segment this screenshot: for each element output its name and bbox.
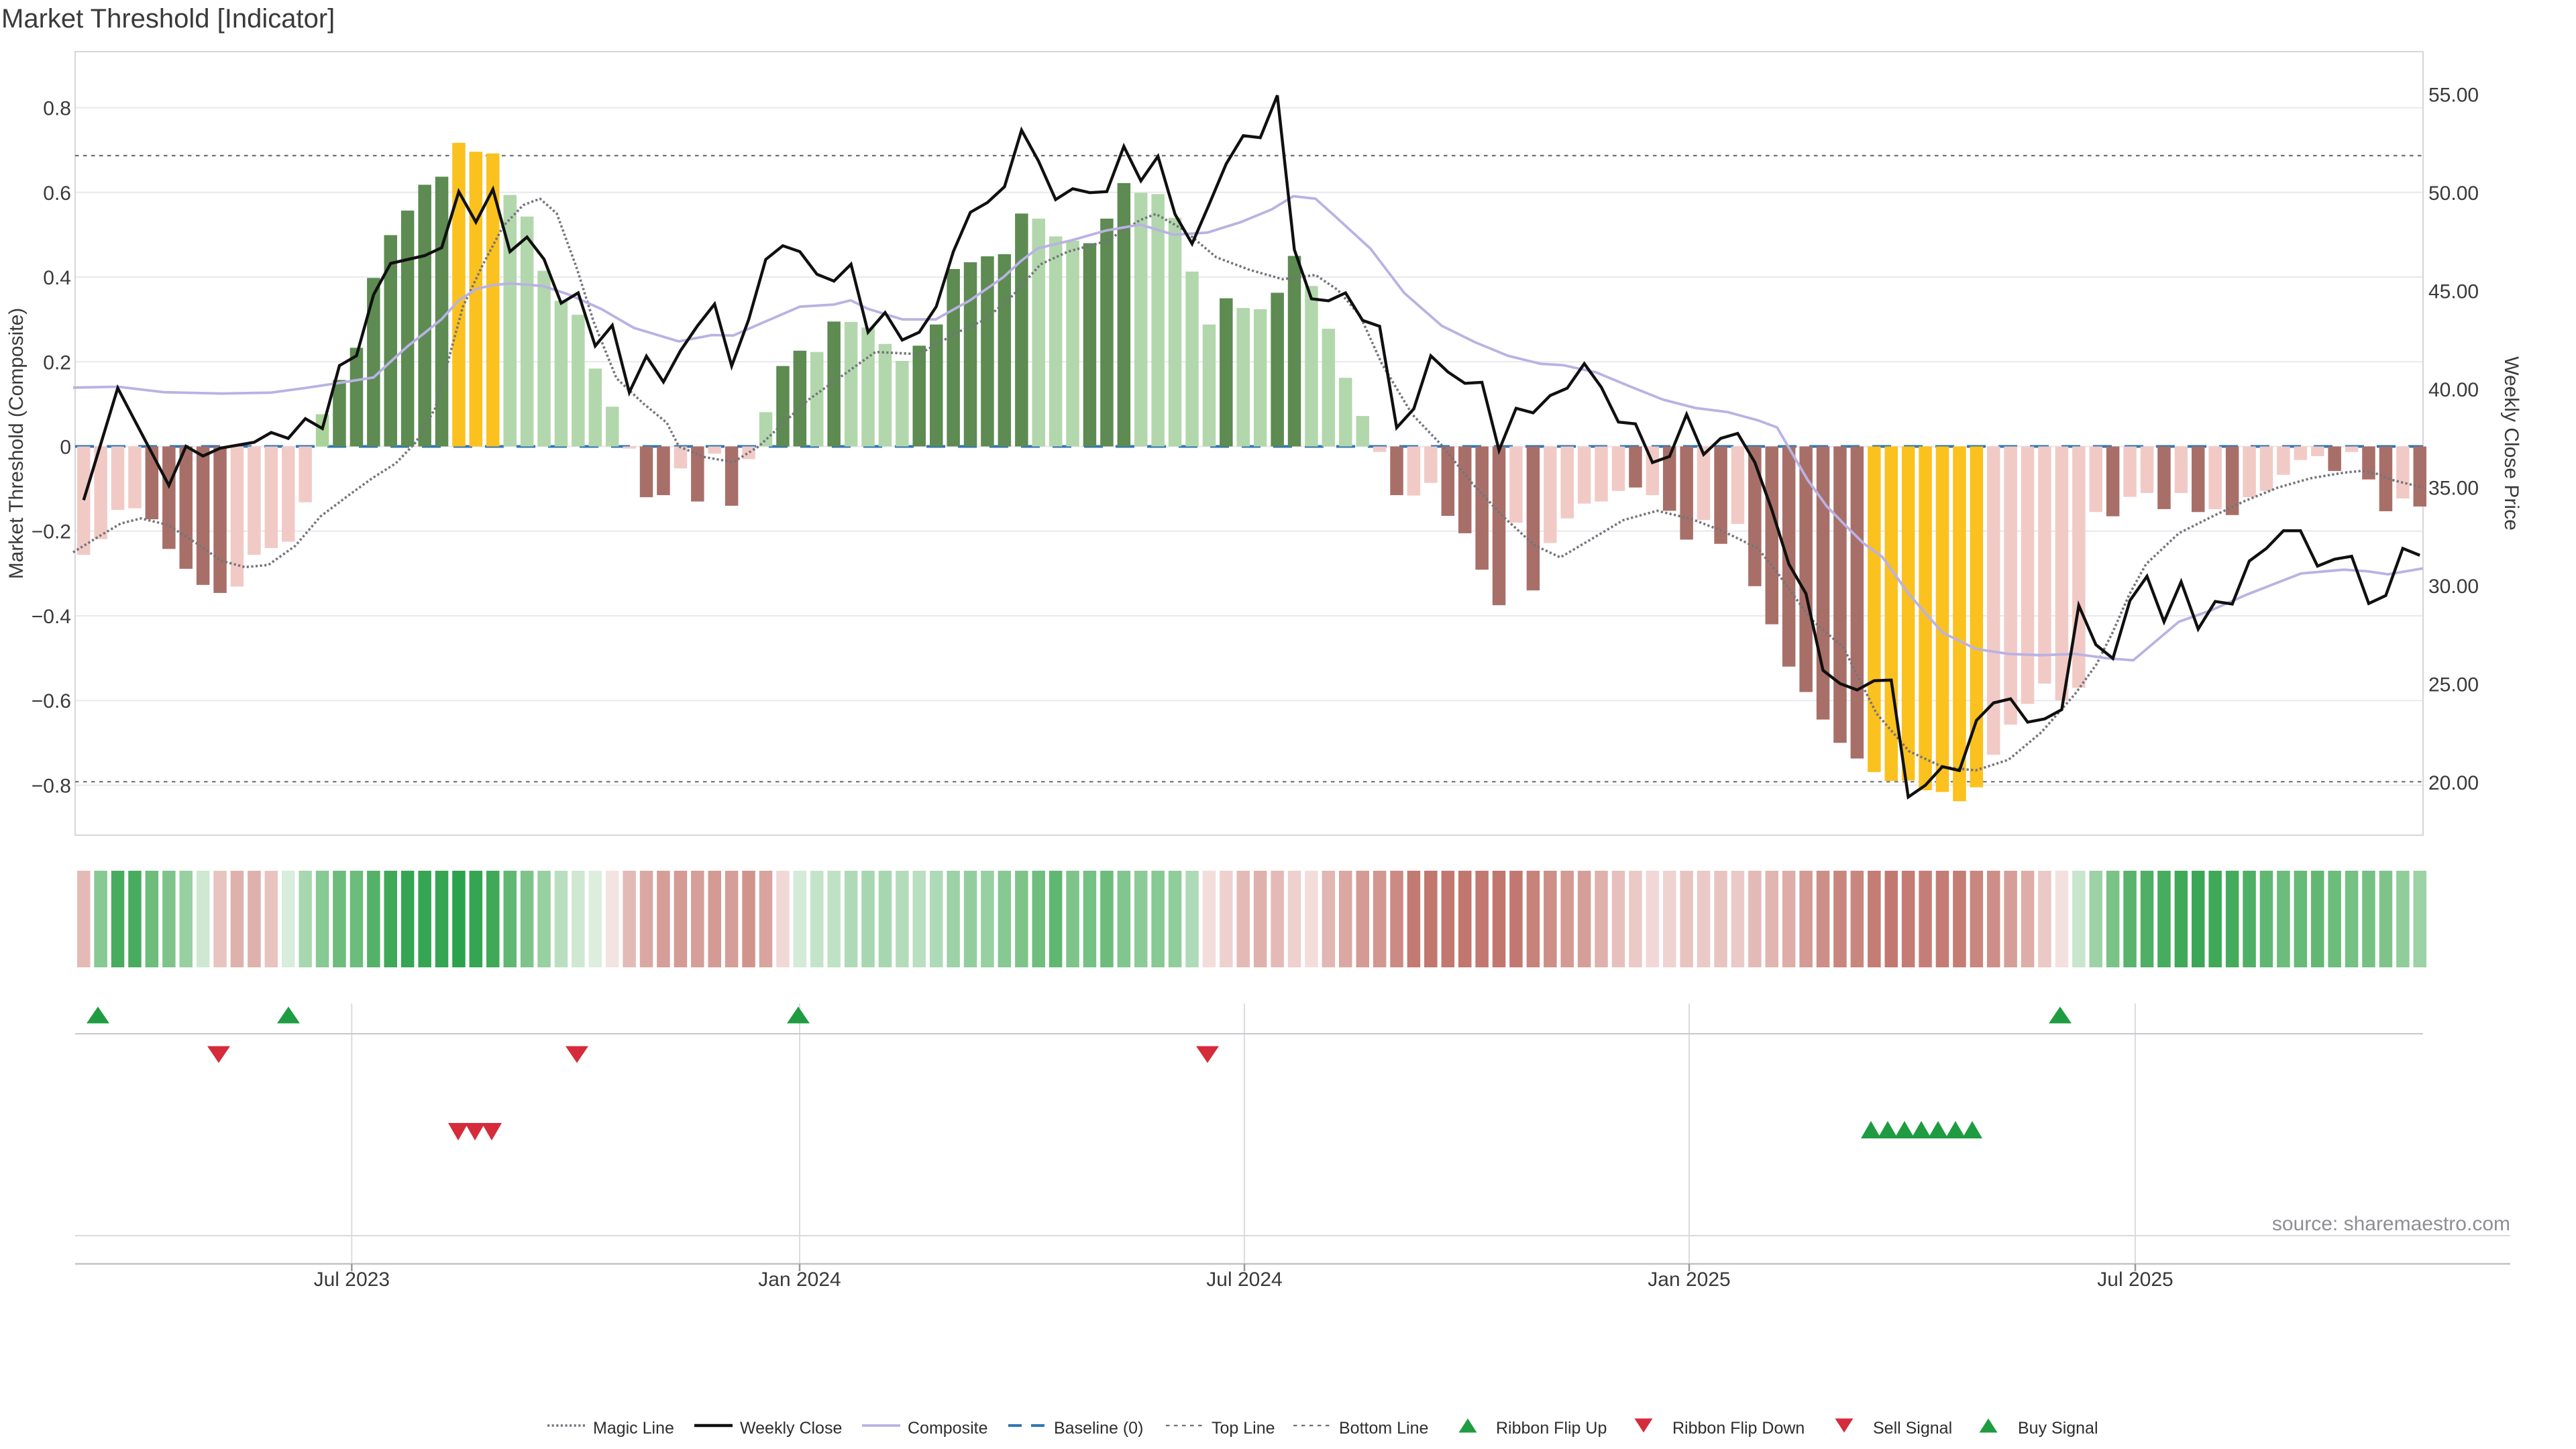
svg-text:Jan 2024: Jan 2024 [758,1269,841,1291]
svg-text:0.4: 0.4 [43,267,71,289]
svg-text:45.00: 45.00 [2428,281,2479,303]
svg-text:Jan 2025: Jan 2025 [1648,1269,1730,1291]
svg-text:40.00: 40.00 [2428,379,2479,401]
svg-text:Weekly Close Price: Weekly Close Price [2500,356,2522,531]
svg-text:20.00: 20.00 [2428,772,2479,794]
svg-text:Magic Line: Magic Line [593,1419,674,1438]
svg-text:Baseline (0): Baseline (0) [1054,1419,1143,1438]
svg-text:Jul 2023: Jul 2023 [314,1269,390,1291]
svg-text:Bottom Line: Bottom Line [1339,1419,1428,1438]
svg-text:Jul 2024: Jul 2024 [1206,1269,1282,1291]
svg-text:Market Threshold (Composite): Market Threshold (Composite) [5,308,28,580]
svg-text:50.00: 50.00 [2428,182,2479,205]
svg-text:−0.8: −0.8 [32,775,71,798]
svg-text:−0.6: −0.6 [32,690,71,712]
svg-text:Sell Signal: Sell Signal [1873,1419,1952,1438]
svg-text:55.00: 55.00 [2428,85,2479,107]
svg-text:Top Line: Top Line [1212,1419,1275,1438]
svg-text:Market Threshold [Indicator]: Market Threshold [Indicator] [1,4,335,34]
svg-text:Buy Signal: Buy Signal [2018,1419,2098,1438]
svg-text:−0.4: −0.4 [32,606,71,628]
svg-text:Weekly Close: Weekly Close [740,1419,842,1438]
svg-text:Ribbon Flip Down: Ribbon Flip Down [1672,1419,1805,1438]
svg-text:Composite: Composite [908,1419,988,1438]
svg-text:30.00: 30.00 [2428,576,2479,598]
svg-text:Jul 2025: Jul 2025 [2097,1269,2173,1291]
svg-text:source: sharemaestro.com: source: sharemaestro.com [2272,1213,2510,1235]
svg-text:0: 0 [60,437,71,459]
svg-text:0.8: 0.8 [43,98,71,120]
svg-text:25.00: 25.00 [2428,674,2479,696]
svg-text:−0.2: −0.2 [32,521,71,543]
svg-text:0.2: 0.2 [43,352,71,374]
svg-text:Ribbon Flip Up: Ribbon Flip Up [1496,1419,1607,1438]
svg-text:0.6: 0.6 [43,182,71,205]
svg-text:35.00: 35.00 [2428,478,2479,500]
